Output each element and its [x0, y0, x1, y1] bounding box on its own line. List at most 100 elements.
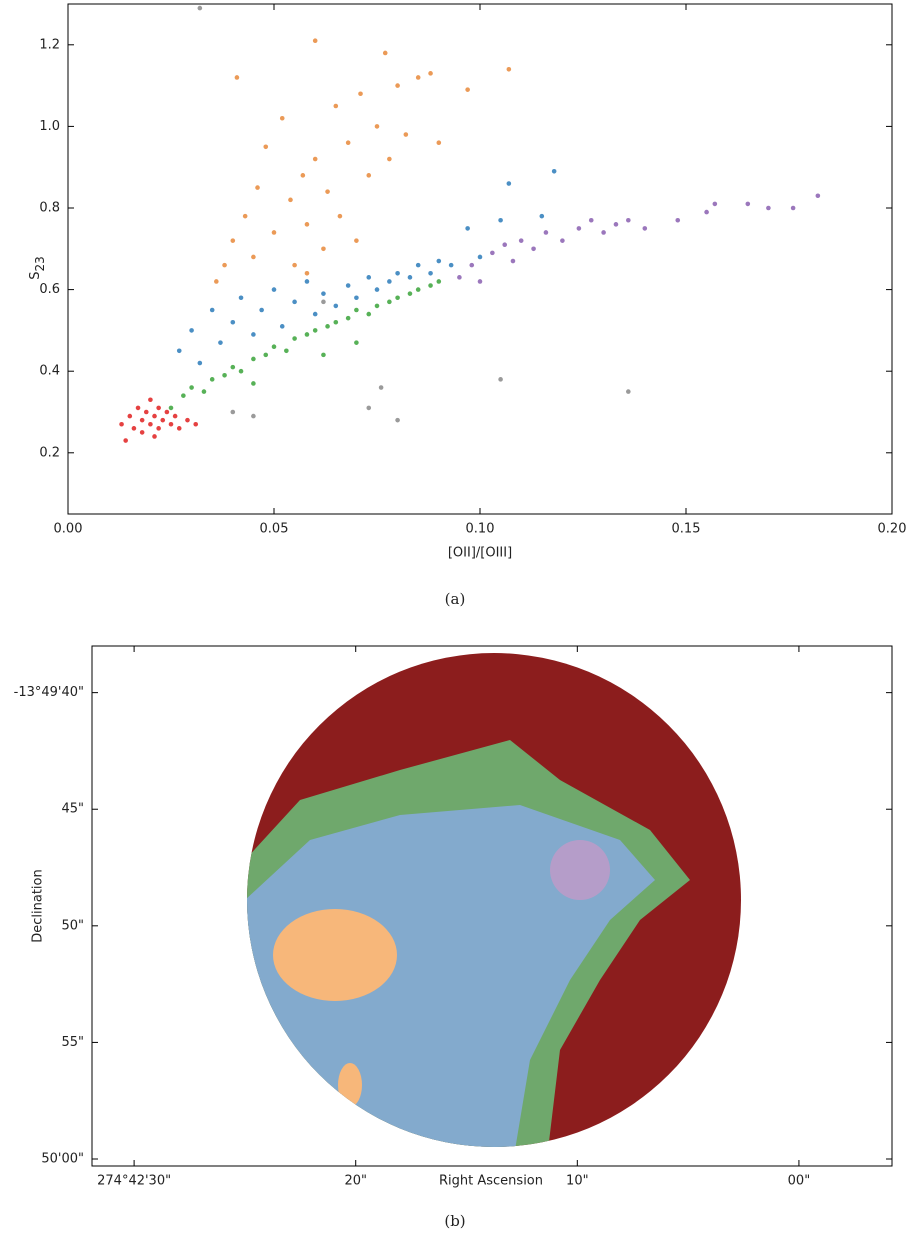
point	[300, 173, 306, 178]
point	[560, 238, 565, 243]
point	[366, 311, 372, 317]
point	[436, 258, 442, 264]
point	[292, 299, 297, 305]
point	[271, 230, 277, 235]
point	[712, 201, 718, 207]
point	[366, 405, 372, 411]
point	[576, 226, 582, 231]
point	[185, 417, 190, 423]
point	[601, 230, 606, 235]
point	[333, 319, 339, 325]
caption: (b)	[444, 1212, 465, 1230]
point	[358, 91, 363, 97]
point	[234, 75, 240, 80]
point	[279, 324, 285, 329]
point	[230, 364, 236, 370]
point	[271, 287, 277, 292]
point	[172, 413, 178, 419]
x-tick-label: 274°42'30"	[97, 1174, 171, 1189]
caption: (a)	[445, 590, 466, 608]
point	[312, 156, 318, 162]
y-tick-label: 0.4	[39, 364, 60, 379]
point	[448, 262, 454, 268]
point	[230, 238, 236, 243]
point	[288, 197, 293, 203]
point	[366, 275, 372, 280]
point	[201, 389, 207, 394]
point	[176, 426, 182, 431]
point	[189, 328, 194, 333]
point	[415, 287, 421, 292]
point	[304, 332, 310, 337]
point	[321, 291, 326, 296]
y-tick-label: 45"	[61, 802, 84, 817]
point	[428, 283, 433, 288]
y-label-sub: 23	[33, 256, 47, 271]
point	[704, 209, 709, 215]
x-tick-label: 0.00	[54, 522, 83, 537]
point	[407, 275, 413, 280]
x-tick-label: 0.15	[672, 522, 701, 537]
point	[135, 405, 141, 411]
point	[131, 426, 137, 431]
point	[263, 144, 269, 150]
point	[251, 413, 256, 419]
point	[156, 405, 161, 411]
x-axis-label: [OII]/[OIII]	[448, 546, 512, 561]
point	[168, 405, 174, 411]
point	[292, 336, 297, 341]
point	[345, 140, 351, 146]
point	[321, 352, 326, 358]
point	[164, 409, 170, 415]
point	[209, 377, 215, 382]
point	[374, 303, 380, 309]
point	[345, 283, 351, 288]
point	[325, 189, 330, 194]
point	[127, 413, 133, 419]
point	[387, 299, 392, 305]
y-tick-label: 0.6	[39, 282, 60, 297]
point	[366, 173, 372, 178]
point	[539, 213, 545, 219]
point	[197, 5, 203, 11]
point	[284, 348, 289, 354]
point	[465, 226, 470, 231]
point	[304, 279, 310, 284]
point	[790, 205, 796, 211]
point	[139, 417, 145, 423]
point	[251, 381, 256, 386]
point	[407, 291, 413, 296]
point	[312, 311, 318, 317]
point	[766, 205, 771, 211]
point	[230, 319, 236, 325]
x-tick-label: 0.20	[878, 522, 907, 537]
point	[325, 324, 330, 329]
point	[436, 140, 442, 146]
point	[477, 254, 483, 260]
point	[395, 417, 400, 423]
point	[626, 389, 631, 394]
y-tick-label: 50'00"	[41, 1152, 84, 1167]
point	[387, 279, 392, 284]
point	[382, 50, 388, 56]
point	[251, 332, 256, 337]
point	[156, 426, 161, 431]
point	[354, 295, 359, 301]
point	[214, 279, 219, 284]
point	[457, 275, 462, 280]
point	[543, 230, 549, 235]
point	[502, 242, 508, 248]
point	[222, 262, 227, 268]
point	[148, 421, 153, 427]
point	[551, 168, 557, 174]
point	[312, 38, 318, 44]
point	[498, 377, 503, 382]
point	[304, 222, 310, 227]
point	[238, 295, 244, 301]
point	[815, 193, 821, 199]
point	[251, 254, 256, 260]
point	[506, 181, 512, 186]
point	[304, 270, 310, 276]
